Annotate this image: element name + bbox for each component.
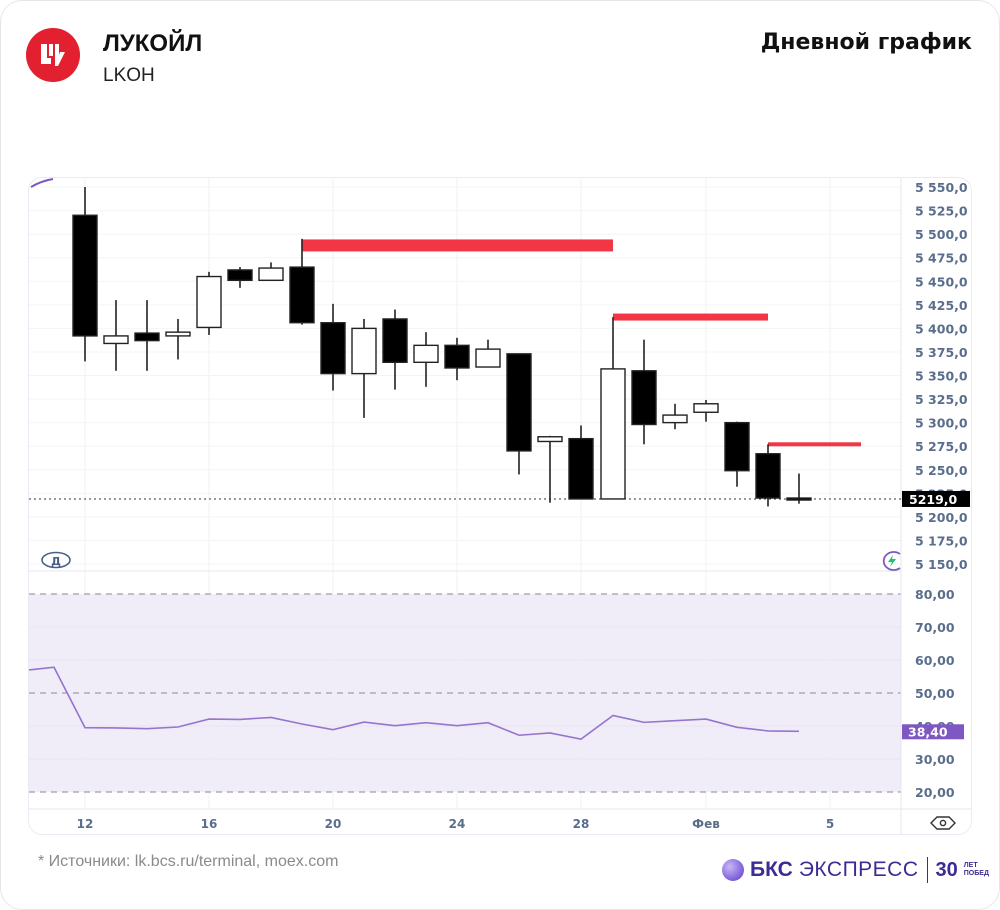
- price-axis-label: 5 350,0: [915, 369, 968, 384]
- candle-bullish[interactable]: [662, 414, 688, 424]
- brand-bks: БКС: [750, 858, 793, 881]
- candle-bearish[interactable]: [227, 269, 253, 282]
- price-axis-label: 5 300,0: [915, 416, 968, 431]
- candle-bearish[interactable]: [72, 214, 98, 337]
- candle-bearish[interactable]: [506, 353, 532, 452]
- price-axis-label: 5 375,0: [915, 345, 968, 360]
- candle-bearish[interactable]: [755, 453, 781, 499]
- rsi-line: [29, 666, 800, 741]
- candle-bullish[interactable]: [413, 344, 439, 364]
- brand-divider: [926, 857, 928, 883]
- chart-type-title: Дневной график: [760, 30, 972, 55]
- price-axis-label: 5 250,0: [915, 463, 968, 478]
- price-axis-label: 5 500,0: [915, 227, 968, 242]
- lukoil-logo-icon: [26, 28, 80, 82]
- last-price-badge: [902, 490, 970, 507]
- brand-30: 30: [935, 858, 958, 881]
- ticker-symbol: LKOH: [103, 65, 155, 86]
- last-price-value: 5219,0: [909, 492, 958, 507]
- candle-bullish[interactable]: [693, 403, 719, 413]
- resistance-level[interactable]: [302, 239, 613, 252]
- eye-icon[interactable]: [930, 816, 956, 830]
- interval-badge-label: Д: [51, 555, 61, 568]
- source-note: * Источники: lk.bcs.ru/terminal, moex.co…: [38, 853, 339, 870]
- brand-express: ЭКСПРЕСС: [798, 858, 919, 881]
- x-axis-label: 28: [573, 817, 590, 831]
- price-axis-label: 5 275,0: [915, 439, 968, 454]
- rsi-axis-label: 20,00: [915, 785, 955, 800]
- x-axis-label: 12: [77, 817, 94, 831]
- rsi-axis-label: 80,00: [915, 587, 955, 602]
- bks-express-logo: БКС ЭКСПРЕСС 30 ЛЕТ ПОБЕД: [722, 856, 989, 884]
- candle-bearish[interactable]: [568, 437, 594, 500]
- candle-bearish[interactable]: [724, 421, 750, 472]
- x-axis-label: 24: [449, 817, 466, 831]
- rsi-value-badge: [902, 724, 964, 740]
- x-axis-label: 16: [201, 817, 218, 831]
- resistance-level[interactable]: [768, 442, 861, 447]
- bks-ball-icon: [722, 859, 744, 881]
- resistance-level[interactable]: [613, 313, 768, 321]
- price-axis-label: 5 450,0: [915, 274, 968, 289]
- eye-icon-pupil: [939, 819, 947, 827]
- price-chart[interactable]: 5 550,0 5 525,0 5 500,0 5 475,0 5 450,0 5 425…: [29, 178, 971, 834]
- x-axis-label: 5: [826, 817, 834, 831]
- rsi-axis-label: 60,00: [915, 653, 955, 668]
- rsi-axis-label: 30,00: [915, 752, 955, 767]
- candle-bearish[interactable]: [134, 332, 160, 342]
- price-axis-label: 5 200,0: [915, 510, 968, 525]
- candle-bullish[interactable]: [351, 327, 377, 375]
- price-axis-label: 5 325,0: [915, 392, 968, 407]
- rsi-axis-label: 50,00: [915, 686, 955, 701]
- lightning-icon[interactable]: [888, 555, 896, 567]
- drawing-tool-handle[interactable]: [30, 178, 54, 188]
- candle-bullish[interactable]: [537, 436, 563, 443]
- candle-bullish[interactable]: [196, 275, 222, 329]
- x-axis-label: Фев: [692, 817, 720, 831]
- candle-bullish[interactable]: [103, 335, 129, 345]
- chart-frame[interactable]: 5 550,0 5 525,0 5 500,0 5 475,0 5 450,0 5 425…: [28, 177, 972, 835]
- price-axis-label: 5 400,0: [915, 321, 968, 336]
- candle-bearish[interactable]: [382, 318, 408, 364]
- price-axis-label: 5 425,0: [915, 298, 968, 313]
- price-axis-label: 5 475,0: [915, 251, 968, 266]
- candle-bearish[interactable]: [444, 344, 470, 369]
- company-name: ЛУКОЙЛ: [103, 30, 203, 57]
- price-axis-label: 5 550,0: [915, 180, 968, 195]
- rsi-last-value: 38,40: [908, 724, 948, 739]
- candle-bearish[interactable]: [786, 497, 812, 501]
- price-axis-label: 5 525,0: [915, 204, 968, 219]
- candle-bullish[interactable]: [258, 267, 284, 282]
- price-axis-label: 5 175,0: [915, 533, 968, 548]
- interval-badge[interactable]: [41, 551, 71, 569]
- brand-years-label: ЛЕТ ПОБЕД: [963, 862, 989, 877]
- lightning-icon-ring[interactable]: [882, 551, 901, 571]
- candle-bearish[interactable]: [320, 322, 346, 375]
- x-axis-label: 20: [325, 817, 342, 831]
- rsi-axis-label: 70,00: [915, 620, 955, 635]
- candle-bullish[interactable]: [600, 368, 626, 500]
- candle-bullish[interactable]: [165, 331, 191, 337]
- candle-bullish[interactable]: [475, 348, 501, 368]
- candle-bearish[interactable]: [631, 370, 657, 426]
- price-axis-label: 5 150,0: [915, 557, 968, 572]
- candle-bearish[interactable]: [289, 266, 315, 324]
